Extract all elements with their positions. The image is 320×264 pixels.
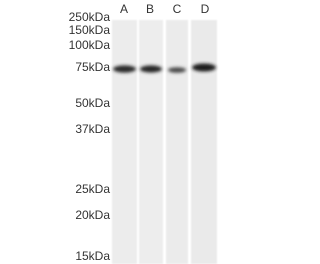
western-blot: A B C D 250kDa 150kDa 100kDa 75kDa 50kDa… (69, 2, 217, 264)
marker-label: 50kDa (75, 96, 110, 110)
marker-label: 75kDa (75, 60, 110, 74)
marker-label: 250kDa (69, 10, 111, 24)
marker-label: 100kDa (69, 38, 111, 52)
band (113, 65, 136, 73)
lane (139, 20, 163, 264)
lane (112, 20, 137, 264)
lane-label: D (201, 2, 210, 16)
lane-label: B (146, 2, 154, 16)
marker-label: 37kDa (75, 122, 110, 136)
marker-label: 15kDa (75, 249, 110, 263)
band (192, 63, 216, 72)
lane (191, 20, 217, 264)
band (140, 65, 162, 73)
bands (113, 63, 216, 73)
lanes (112, 20, 217, 264)
lane (166, 20, 188, 264)
lane-label: A (120, 2, 128, 16)
marker-label: 20kDa (75, 208, 110, 222)
band (168, 67, 186, 73)
lane-label: C (173, 2, 182, 16)
marker-label: 25kDa (75, 182, 110, 196)
marker-label: 150kDa (69, 23, 111, 37)
